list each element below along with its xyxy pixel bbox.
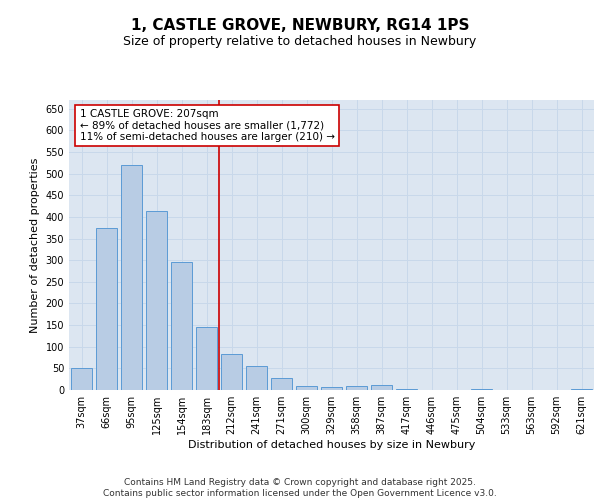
Bar: [171, 262, 192, 390]
Bar: [271, 378, 292, 390]
Text: 1, CASTLE GROVE, NEWBURY, RG14 1PS: 1, CASTLE GROVE, NEWBURY, RG14 1PS: [131, 18, 469, 32]
Y-axis label: Number of detached properties: Number of detached properties: [30, 158, 40, 332]
Text: Size of property relative to detached houses in Newbury: Size of property relative to detached ho…: [124, 35, 476, 48]
Bar: [346, 386, 367, 390]
Bar: [221, 354, 242, 390]
Bar: [246, 366, 267, 390]
Bar: [71, 368, 92, 390]
Bar: [396, 388, 417, 390]
Bar: [471, 388, 492, 390]
Bar: [321, 386, 342, 390]
Bar: [371, 385, 392, 390]
Bar: [296, 386, 317, 390]
Bar: [146, 211, 167, 390]
Text: 1 CASTLE GROVE: 207sqm
← 89% of detached houses are smaller (1,772)
11% of semi-: 1 CASTLE GROVE: 207sqm ← 89% of detached…: [79, 108, 335, 142]
Bar: [96, 228, 117, 390]
Bar: [571, 388, 592, 390]
Bar: [121, 165, 142, 390]
Text: Contains HM Land Registry data © Crown copyright and database right 2025.
Contai: Contains HM Land Registry data © Crown c…: [103, 478, 497, 498]
X-axis label: Distribution of detached houses by size in Newbury: Distribution of detached houses by size …: [188, 440, 475, 450]
Bar: [196, 327, 217, 390]
